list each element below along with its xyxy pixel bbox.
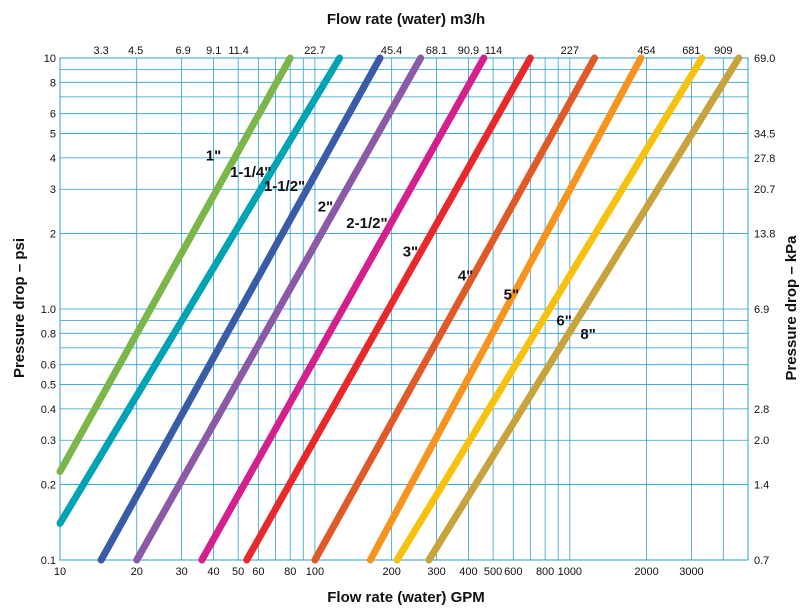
y-tick-label: 6 (50, 109, 56, 121)
chart-title: Flow rate (water) m3/h (327, 11, 485, 28)
series-label: 2" (318, 198, 333, 215)
x-tick-label: 500 (484, 566, 502, 578)
x-tick-label: 2000 (634, 566, 658, 578)
series-label: 4" (458, 267, 473, 284)
y2-tick-label: 34.5 (754, 129, 775, 141)
y2-tick-label: 20.7 (754, 184, 775, 196)
series-lines (56, 54, 743, 564)
y2-tick-label: 69.0 (754, 53, 775, 65)
x2-tick-label: 68.1 (426, 45, 447, 57)
y2-tick-label: 2.0 (754, 435, 769, 447)
y-tick-label: 8 (50, 77, 56, 89)
y2-tick-label: 13.8 (754, 228, 775, 240)
y-tick-label: 10 (44, 53, 56, 65)
y-axis-label: Pressure drop – psi (11, 238, 28, 378)
grid (59, 57, 749, 561)
y2-tick-label: 0.7 (754, 555, 769, 567)
y2-tick-label: 2.8 (754, 404, 769, 416)
x-tick-label: 100 (306, 566, 324, 578)
series-label: 6" (556, 312, 571, 329)
series-label: 1-1/2" (264, 178, 305, 195)
y2-tick-label: 1.4 (754, 479, 769, 491)
x2-tick-label: 681 (682, 45, 700, 57)
series-line (56, 54, 344, 527)
x-tick-label: 400 (459, 566, 477, 578)
x-tick-label: 50 (232, 566, 244, 578)
series-line (425, 54, 743, 564)
series-label: 3" (403, 243, 418, 260)
x2-tick-label: 454 (637, 45, 655, 57)
series-label: 5" (504, 287, 519, 304)
x2-tick-label: 90.9 (458, 45, 479, 57)
x-tick-label: 300 (427, 566, 445, 578)
series-label: 2-1/2" (346, 215, 387, 232)
x-tick-label: 800 (536, 566, 554, 578)
y-tick-label: 0.4 (41, 404, 56, 416)
x-tick-label: 30 (175, 566, 187, 578)
y-tick-label: 5 (50, 129, 56, 141)
y-tick-label: 0.3 (41, 435, 56, 447)
series-line (311, 54, 599, 564)
x2-tick-label: 9.1 (206, 45, 221, 57)
series-line (56, 54, 294, 476)
x-tick-label: 1000 (558, 566, 582, 578)
series-line (97, 54, 384, 564)
series-labels: 1" 1-1/4"1-1/2" 2" 2-1/2" 3" 4" 5" 6" 8" (206, 148, 596, 343)
y-tick-label: 3 (50, 184, 56, 196)
y-tick-label: 4 (50, 153, 56, 165)
series-line (243, 54, 534, 564)
y2-tick-label: 6.9 (754, 304, 769, 316)
x2-tick-label: 227 (561, 45, 579, 57)
y2-tick-label: 27.8 (754, 153, 775, 165)
series-line (393, 54, 706, 564)
x-tick-label: 3000 (679, 566, 703, 578)
x-tick-label: 20 (131, 566, 143, 578)
x-tick-label: 80 (284, 566, 296, 578)
series-label: 8" (580, 326, 595, 343)
y-tick-label: 0.8 (41, 328, 56, 340)
x-tick-label: 10 (54, 566, 66, 578)
x2-tick-label: 3.3 (93, 45, 108, 57)
y-tick-label: 2 (50, 228, 56, 240)
x-tick-label: 40 (207, 566, 219, 578)
y-tick-label: 0.6 (41, 360, 56, 372)
y-tick-label: 0.2 (41, 479, 56, 491)
series-line (366, 54, 645, 564)
x2-tick-label: 11.4 (228, 45, 249, 57)
tick-labels: 10 20 30 40 50 60 80 100 200 300 400 500 600 800 1000 2… (41, 45, 776, 578)
x2-tick-label: 4.5 (128, 45, 143, 57)
x2-tick-label: 6.9 (175, 45, 190, 57)
series-line (133, 54, 425, 564)
y-tick-label: 0.5 (41, 380, 56, 392)
y2-axis-label: Pressure drop – kPa (783, 235, 800, 381)
x-tick-label: 200 (382, 566, 400, 578)
x2-tick-label: 45.4 (381, 45, 402, 57)
series-line (198, 54, 488, 564)
x2-tick-label: 114 (485, 45, 503, 57)
series-label: 1-1/4" (230, 164, 271, 181)
x2-tick-label: 909 (714, 45, 732, 57)
x-tick-label: 60 (252, 566, 264, 578)
x2-tick-label: 22.7 (304, 45, 325, 57)
x-tick-label: 600 (504, 566, 522, 578)
y-tick-label: 1.0 (41, 304, 56, 316)
series-label: 1" (206, 148, 221, 165)
x-axis-label: Flow rate (water) GPM (327, 589, 485, 606)
y-tick-label: 0.1 (41, 555, 56, 567)
